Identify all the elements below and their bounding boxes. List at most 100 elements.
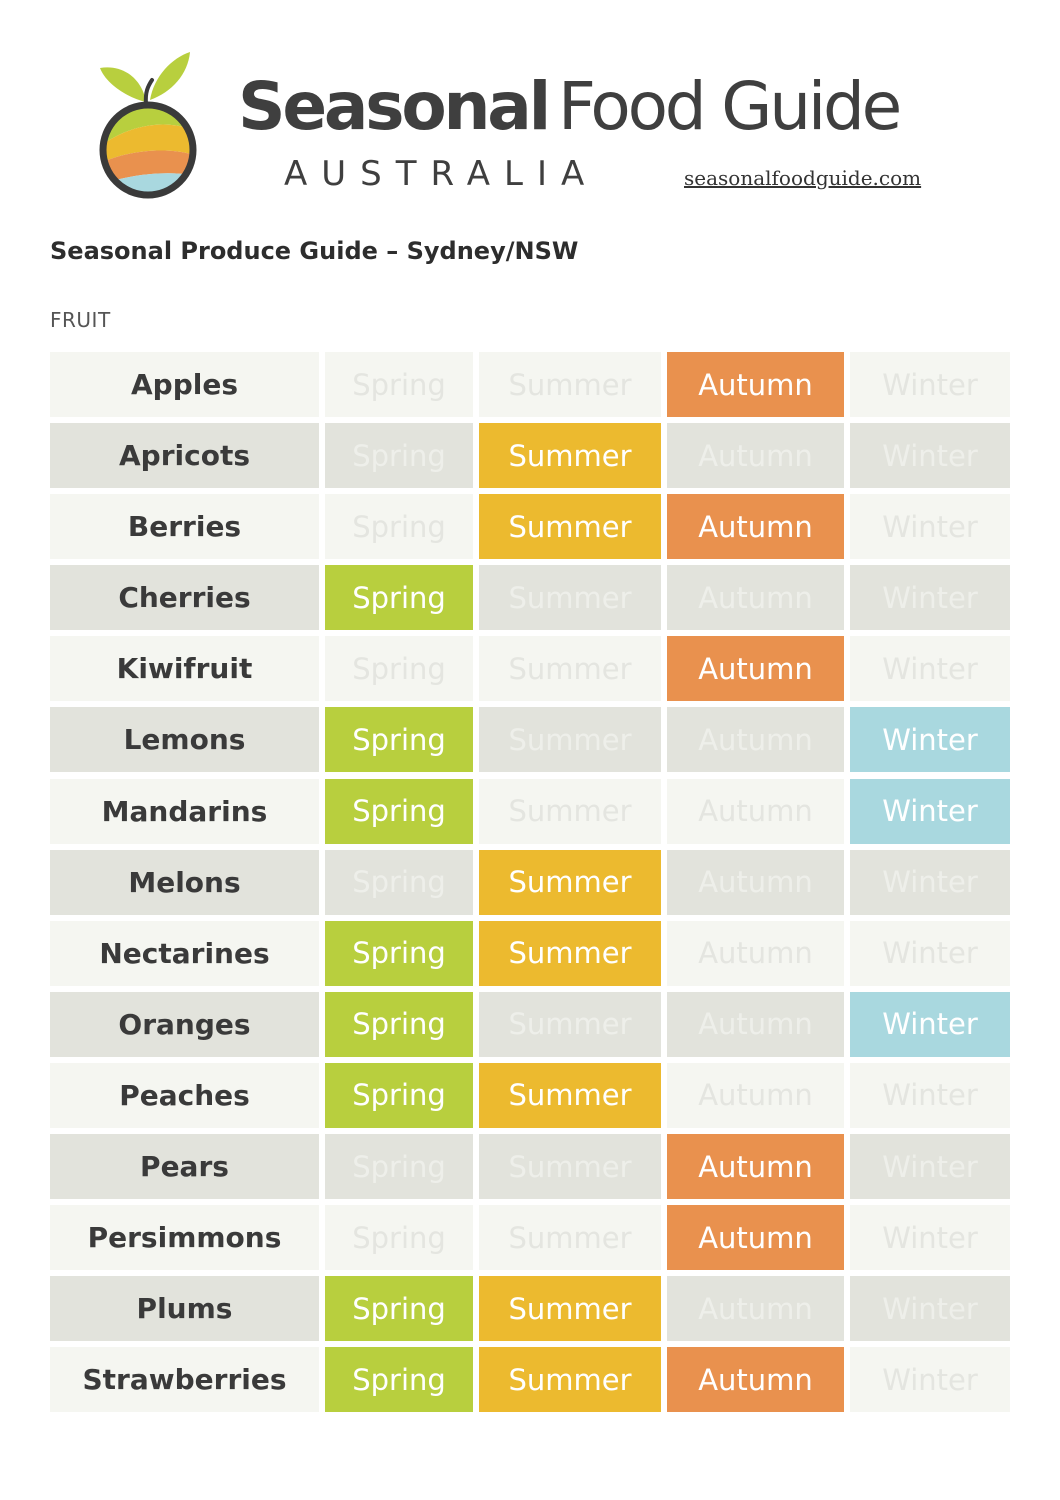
table-row: Strawberries Spring Summer Autumn Winter: [50, 1347, 1010, 1413]
fruit-name: Cherries: [50, 565, 319, 631]
season-cell-autumn: Autumn: [667, 920, 844, 986]
season-cell-summer: Summer: [479, 991, 661, 1057]
season-cell-summer: Summer: [479, 1276, 661, 1342]
season-cell-winter: Winter: [850, 494, 1010, 560]
season-cell-autumn: Autumn: [667, 707, 844, 773]
season-cell-winter: Winter: [850, 707, 1010, 773]
season-cell-autumn: Autumn: [667, 494, 844, 560]
season-cell-autumn: Autumn: [667, 778, 844, 844]
season-cell-summer: Summer: [479, 1134, 661, 1200]
fruit-name: Persimmons: [50, 1205, 319, 1271]
season-cell-spring: Spring: [325, 565, 473, 631]
fruit-name: Apricots: [50, 423, 319, 489]
season-cell-summer: Summer: [479, 1205, 661, 1271]
season-cell-summer: Summer: [479, 1062, 661, 1128]
season-cell-autumn: Autumn: [667, 423, 844, 489]
season-cell-spring: Spring: [325, 1347, 473, 1413]
fruit-name: Peaches: [50, 1062, 319, 1128]
table-row: Nectarines Spring Summer Autumn Winter: [50, 920, 1010, 986]
season-cell-spring: Spring: [325, 494, 473, 560]
season-cell-summer: Summer: [479, 849, 661, 915]
fruit-name: Apples: [50, 352, 319, 417]
fruit-name: Plums: [50, 1276, 319, 1342]
fruit-name: Kiwifruit: [50, 636, 319, 702]
season-cell-autumn: Autumn: [667, 1205, 844, 1271]
season-cell-spring: Spring: [325, 778, 473, 844]
season-cell-winter: Winter: [850, 1205, 1010, 1271]
season-cell-winter: Winter: [850, 1347, 1010, 1413]
fruit-name: Lemons: [50, 707, 319, 773]
fruit-name: Strawberries: [50, 1347, 319, 1413]
fruit-name: Melons: [50, 849, 319, 915]
season-cell-autumn: Autumn: [667, 1134, 844, 1200]
fruit-name: Mandarins: [50, 778, 319, 844]
table-row: Kiwifruit Spring Summer Autumn Winter: [50, 636, 1010, 702]
season-table: Apples Spring Summer Autumn Winter Apricots Sp…: [50, 352, 1010, 1418]
season-cell-winter: Winter: [850, 920, 1010, 986]
season-cell-summer: Summer: [479, 1347, 661, 1413]
season-cell-autumn: Autumn: [667, 565, 844, 631]
season-cell-spring: Spring: [325, 920, 473, 986]
season-cell-summer: Summer: [479, 636, 661, 702]
fruit-name: Nectarines: [50, 920, 319, 986]
season-cell-spring: Spring: [325, 636, 473, 702]
season-cell-winter: Winter: [850, 1276, 1010, 1342]
table-row: Apples Spring Summer Autumn Winter: [50, 352, 1010, 417]
fruit-landscape-logo-icon: [99, 52, 197, 199]
fruit-name: Pears: [50, 1134, 319, 1200]
table-row: Oranges Spring Summer Autumn Winter: [50, 991, 1010, 1057]
season-cell-winter: Winter: [850, 849, 1010, 915]
season-cell-autumn: Autumn: [667, 849, 844, 915]
table-row: Berries Spring Summer Autumn Winter: [50, 494, 1010, 560]
season-cell-winter: Winter: [850, 636, 1010, 702]
season-cell-winter: Winter: [850, 991, 1010, 1057]
table-row: Melons Spring Summer Autumn Winter: [50, 849, 1010, 915]
brand-title: Seasonal Food Guide: [238, 62, 1038, 152]
season-cell-summer: Summer: [479, 494, 661, 560]
season-cell-spring: Spring: [325, 707, 473, 773]
season-cell-summer: Summer: [479, 565, 661, 631]
season-cell-winter: Winter: [850, 778, 1010, 844]
season-cell-winter: Winter: [850, 423, 1010, 489]
table-row: Peaches Spring Summer Autumn Winter: [50, 1062, 1010, 1128]
page-header: Seasonal Food Guide AUSTRALIA seasonalfoo…: [0, 0, 1060, 220]
fruit-name: Berries: [50, 494, 319, 560]
brand-title-rest: Food Guide: [558, 68, 902, 145]
season-cell-autumn: Autumn: [667, 1062, 844, 1128]
season-cell-spring: Spring: [325, 849, 473, 915]
season-cell-winter: Winter: [850, 1062, 1010, 1128]
season-cell-winter: Winter: [850, 352, 1010, 417]
website-link[interactable]: seasonalfoodguide.com: [684, 166, 922, 190]
season-cell-winter: Winter: [850, 1134, 1010, 1200]
season-cell-summer: Summer: [479, 423, 661, 489]
table-row: Persimmons Spring Summer Autumn Winter: [50, 1205, 1010, 1271]
season-cell-spring: Spring: [325, 1205, 473, 1271]
season-cell-summer: Summer: [479, 352, 661, 417]
table-row: Cherries Spring Summer Autumn Winter: [50, 565, 1010, 631]
brand-title-bold: Seasonal: [238, 68, 551, 145]
season-cell-summer: Summer: [479, 778, 661, 844]
section-label: FRUIT: [50, 308, 111, 332]
season-cell-autumn: Autumn: [667, 1276, 844, 1342]
season-cell-spring: Spring: [325, 1062, 473, 1128]
season-cell-autumn: Autumn: [667, 991, 844, 1057]
season-cell-spring: Spring: [325, 352, 473, 417]
season-cell-spring: Spring: [325, 1134, 473, 1200]
season-cell-spring: Spring: [325, 423, 473, 489]
table-row: Pears Spring Summer Autumn Winter: [50, 1134, 1010, 1200]
season-cell-spring: Spring: [325, 991, 473, 1057]
season-cell-autumn: Autumn: [667, 352, 844, 417]
season-cell-summer: Summer: [479, 920, 661, 986]
page-title: Seasonal Produce Guide – Sydney/NSW: [50, 237, 579, 265]
season-cell-spring: Spring: [325, 1276, 473, 1342]
fruit-name: Oranges: [50, 991, 319, 1057]
season-cell-autumn: Autumn: [667, 636, 844, 702]
season-cell-summer: Summer: [479, 707, 661, 773]
brand-country: AUSTRALIA: [284, 154, 599, 194]
table-row: Mandarins Spring Summer Autumn Winter: [50, 778, 1010, 844]
season-cell-winter: Winter: [850, 565, 1010, 631]
table-row: Plums Spring Summer Autumn Winter: [50, 1276, 1010, 1342]
table-row: Lemons Spring Summer Autumn Winter: [50, 707, 1010, 773]
table-row: Apricots Spring Summer Autumn Winter: [50, 423, 1010, 489]
season-cell-autumn: Autumn: [667, 1347, 844, 1413]
